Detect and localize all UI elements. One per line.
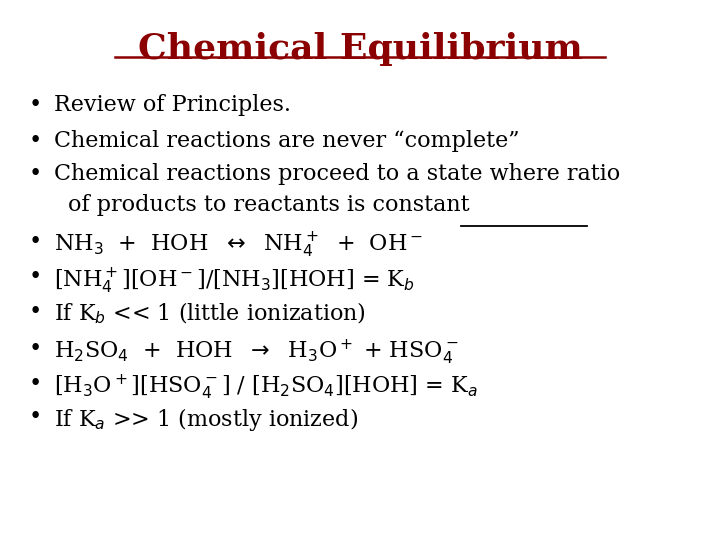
Text: Chemical reactions proceed to a state where ratio: Chemical reactions proceed to a state wh…	[54, 163, 620, 185]
Text: •: •	[29, 163, 42, 185]
Text: If K$_b$ << 1 (little ionization): If K$_b$ << 1 (little ionization)	[54, 301, 366, 326]
Text: •: •	[29, 266, 42, 288]
Text: [NH$_4^+$][OH$^-$]/[NH$_3$][HOH] = K$_b$: [NH$_4^+$][OH$^-$]/[NH$_3$][HOH] = K$_b$	[54, 266, 415, 295]
Text: Chemical Equilibrium: Chemical Equilibrium	[138, 32, 582, 66]
Text: •: •	[29, 301, 42, 323]
Text: •: •	[29, 130, 42, 152]
Text: of products to reactants is constant: of products to reactants is constant	[68, 194, 470, 217]
Text: Review of Principles.: Review of Principles.	[54, 94, 291, 117]
Text: If K$_a$ >> 1 (mostly ionized): If K$_a$ >> 1 (mostly ionized)	[54, 406, 358, 433]
Text: •: •	[29, 406, 42, 428]
Text: H$_2$SO$_4$  +  HOH  $\rightarrow$  H$_3$O$^+$ + HSO$_4^-$: H$_2$SO$_4$ + HOH $\rightarrow$ H$_3$O$^…	[54, 338, 459, 367]
Text: •: •	[29, 338, 42, 360]
Text: •: •	[29, 94, 42, 117]
Text: •: •	[29, 231, 42, 253]
Text: Chemical reactions are never “complete”: Chemical reactions are never “complete”	[54, 130, 520, 152]
Text: •: •	[29, 373, 42, 395]
Text: [H$_3$O$^+$][HSO$_4^-$] / [H$_2$SO$_4$][HOH] = K$_a$: [H$_3$O$^+$][HSO$_4^-$] / [H$_2$SO$_4$][…	[54, 373, 477, 402]
Text: NH$_3$  +  HOH  $\leftrightarrow$  NH$_4^+$  +  OH$^-$: NH$_3$ + HOH $\leftrightarrow$ NH$_4^+$ …	[54, 231, 423, 260]
